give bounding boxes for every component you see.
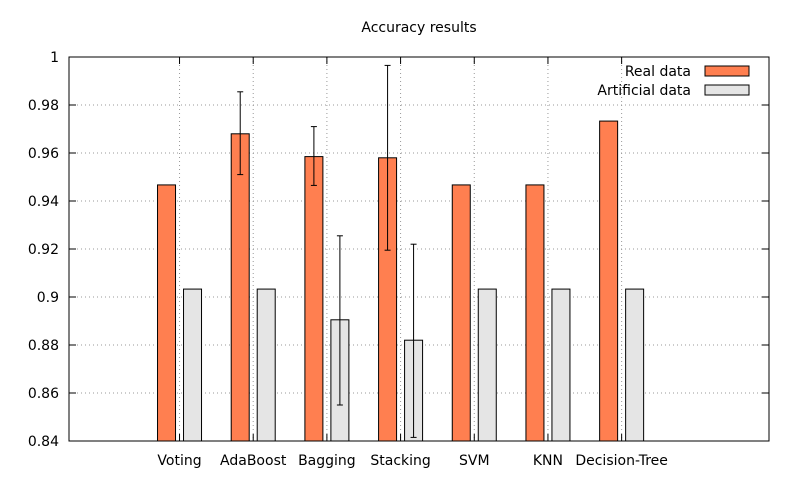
real-data-bar bbox=[451, 184, 471, 442]
error-bars-group bbox=[237, 64, 417, 438]
y-tick-label: 0.98 bbox=[28, 98, 59, 114]
x-tick-label: Decision-Tree bbox=[575, 453, 668, 469]
legend-label: Artificial data bbox=[597, 83, 691, 99]
real-data-bar bbox=[230, 133, 250, 442]
legend-swatch bbox=[704, 65, 750, 77]
real-data-bar bbox=[304, 156, 324, 442]
artificial-data-bar bbox=[477, 288, 497, 442]
x-tick-label: Bagging bbox=[298, 453, 356, 469]
x-tick-label: Voting bbox=[157, 453, 201, 469]
y-tick-label: 1 bbox=[50, 50, 59, 66]
legend-swatch bbox=[704, 84, 750, 96]
artificial-data-bar bbox=[256, 288, 276, 442]
y-tick-label: 0.88 bbox=[28, 338, 59, 354]
bars-group bbox=[157, 120, 645, 442]
artificial-data-bar bbox=[625, 288, 645, 442]
y-tick-label: 0.9 bbox=[37, 290, 59, 306]
y-tick-label: 0.86 bbox=[28, 386, 59, 402]
x-tick-label: KNN bbox=[533, 453, 563, 469]
x-tick-label: AdaBoost bbox=[220, 453, 287, 469]
legend-label: Real data bbox=[625, 64, 691, 80]
y-tick-label: 0.94 bbox=[28, 194, 59, 210]
real-data-bar bbox=[525, 184, 545, 442]
y-tick-label: 0.92 bbox=[28, 242, 59, 258]
y-axis: 0.84 0.86 0.88 0.9 0.92 0.94 0.96 0.98 1 bbox=[28, 50, 769, 450]
artificial-data-bar bbox=[183, 288, 203, 442]
x-tick-label: SVM bbox=[459, 453, 490, 469]
artificial-data-bar bbox=[551, 288, 571, 442]
chart-title: Accuracy results bbox=[361, 20, 476, 36]
x-tick-label: Stacking bbox=[370, 453, 430, 469]
y-tick-label: 0.96 bbox=[28, 146, 59, 162]
y-tick-label: 0.84 bbox=[28, 434, 59, 450]
real-data-bar bbox=[157, 184, 177, 442]
legend: Real data Artificial data bbox=[597, 64, 750, 99]
real-data-bar bbox=[599, 120, 619, 442]
x-axis: Voting AdaBoost Bagging Stacking SVM KNN Decis… bbox=[157, 57, 668, 469]
